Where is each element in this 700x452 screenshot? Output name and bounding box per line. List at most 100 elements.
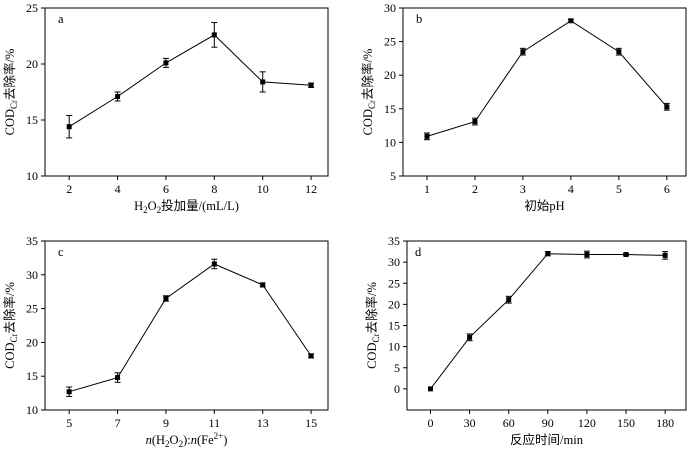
- label-segment: ): [223, 433, 227, 447]
- panel-label: c: [58, 245, 64, 259]
- x-tick-label: 30: [464, 416, 476, 430]
- label-segment: (Fe: [197, 433, 214, 447]
- data-point: [260, 282, 266, 288]
- x-tick-label: 6: [664, 182, 670, 196]
- x-tick-label: 150: [617, 416, 635, 430]
- label-segment: COD: [3, 342, 17, 368]
- y-tick-label: 20: [388, 297, 400, 311]
- label-segment: COD: [3, 109, 17, 135]
- data-point: [115, 93, 121, 99]
- x-axis-label: n(H2O2):n(Fe2+): [146, 431, 228, 449]
- y-tick-label: 15: [26, 369, 38, 383]
- x-tick-label: 5: [616, 182, 622, 196]
- y-axis-label: CODCr去除率/%: [2, 282, 19, 369]
- y-tick-label: 25: [384, 35, 396, 49]
- series-line: [426, 20, 668, 137]
- data-point: [211, 261, 217, 267]
- y-tick-label: 10: [26, 403, 38, 417]
- x-axis-label: 反应时间/min: [510, 432, 584, 447]
- y-tick-label: 5: [394, 361, 400, 375]
- x-tick-label: 90: [542, 416, 554, 430]
- x-tick-label: 9: [163, 416, 169, 430]
- label-segment: 去除率/%: [360, 49, 375, 100]
- panel-b: 1 2 3 4 5 6 5 10 15 20 25 30 b 初始pH CODCr去除率/%: [360, 1, 687, 213]
- y-tick-label: 35: [388, 234, 400, 248]
- data-point: [427, 386, 433, 392]
- y-tick-label: 0: [394, 382, 400, 396]
- y-tick-label: 15: [26, 113, 38, 127]
- y-tick-label: 35: [26, 234, 38, 248]
- y-tick-label: 15: [384, 102, 396, 116]
- panel-a: 2 4 6 8 10 1210152025aH2O2投加量/(mL/L)CODCr去除率/…: [2, 1, 329, 215]
- y-axis-label: CODCr去除率/%: [2, 49, 19, 136]
- label-segment: O: [148, 199, 157, 213]
- plot-frame: [44, 240, 329, 411]
- label-segment: COD: [365, 342, 379, 368]
- data-point: [664, 104, 670, 110]
- x-axis-label: 初始pH: [524, 199, 564, 213]
- data-point: [467, 334, 473, 340]
- label-segment: 去除率/%: [364, 282, 379, 333]
- data-point: [115, 375, 121, 381]
- x-tick-label: 6: [163, 182, 169, 196]
- label-segment: COD: [361, 109, 375, 135]
- y-tick-label: 30: [388, 255, 400, 269]
- x-tick-label: 2: [66, 182, 72, 196]
- panel-c: 5 7 9 11 13 15101520253035cn(H2O2):n(Fe2+)COD…: [2, 234, 329, 449]
- x-tick-label: 180: [656, 416, 674, 430]
- label-segment: Cr: [9, 100, 19, 109]
- y-tick-label: 10: [384, 135, 396, 149]
- x-tick-label: 4: [115, 182, 121, 196]
- panel-label: b: [416, 12, 422, 26]
- label-segment: 2: [143, 205, 148, 215]
- x-tick-label: 4: [568, 182, 574, 196]
- x-tick-label: 10: [257, 182, 269, 196]
- data-point: [211, 32, 217, 38]
- label-segment: O: [170, 433, 179, 447]
- x-tick-label: 2: [472, 182, 478, 196]
- label-segment: n: [146, 433, 152, 447]
- x-tick-label: 12: [305, 182, 317, 196]
- data-point: [545, 251, 551, 257]
- data-point: [308, 353, 314, 359]
- data-point: [662, 252, 668, 258]
- panel-label: a: [58, 12, 64, 26]
- x-tick-label: 7: [115, 416, 121, 430]
- data-point: [584, 252, 590, 258]
- x-tick-label: 5: [66, 416, 72, 430]
- data-point: [424, 133, 430, 139]
- series-line: [430, 253, 666, 390]
- data-point: [66, 124, 72, 130]
- y-tick-label: 20: [26, 57, 38, 71]
- y-tick-label: 10: [26, 169, 38, 183]
- data-point: [623, 252, 629, 258]
- label-segment: ):: [183, 433, 191, 447]
- plot-frame: [406, 240, 687, 411]
- label-segment: 去除率/%: [2, 282, 17, 333]
- data-point: [520, 49, 526, 55]
- x-axis-label: H2O2投加量/(mL/L): [134, 198, 239, 215]
- y-axis-label: CODCr去除率/%: [364, 282, 381, 369]
- label-segment: 2: [157, 205, 162, 215]
- x-tick-label: 11: [209, 416, 221, 430]
- x-tick-label: 1: [424, 182, 430, 196]
- data-point: [568, 18, 574, 24]
- data-point: [260, 79, 266, 85]
- label-segment: Cr: [9, 333, 19, 342]
- x-tick-label: 13: [257, 416, 269, 430]
- data-point: [308, 82, 314, 88]
- y-axis-label: CODCr去除率/%: [360, 49, 377, 136]
- data-point: [66, 389, 72, 395]
- x-tick-label: 15: [305, 416, 317, 430]
- panel-d: 0 30 60 90 120 150 180 0 5 10 15 20 25 30 35 d 反应时间/min C…: [364, 234, 687, 447]
- label-segment: (H: [152, 433, 165, 447]
- y-tick-label: 20: [384, 68, 396, 82]
- label-segment: 2: [165, 439, 170, 449]
- label-segment: H: [134, 199, 143, 213]
- series-line: [68, 34, 312, 128]
- y-tick-label: 25: [26, 1, 38, 15]
- x-tick-label: 3: [520, 182, 526, 196]
- plot-frame: [402, 7, 687, 177]
- x-tick-label: 120: [578, 416, 596, 430]
